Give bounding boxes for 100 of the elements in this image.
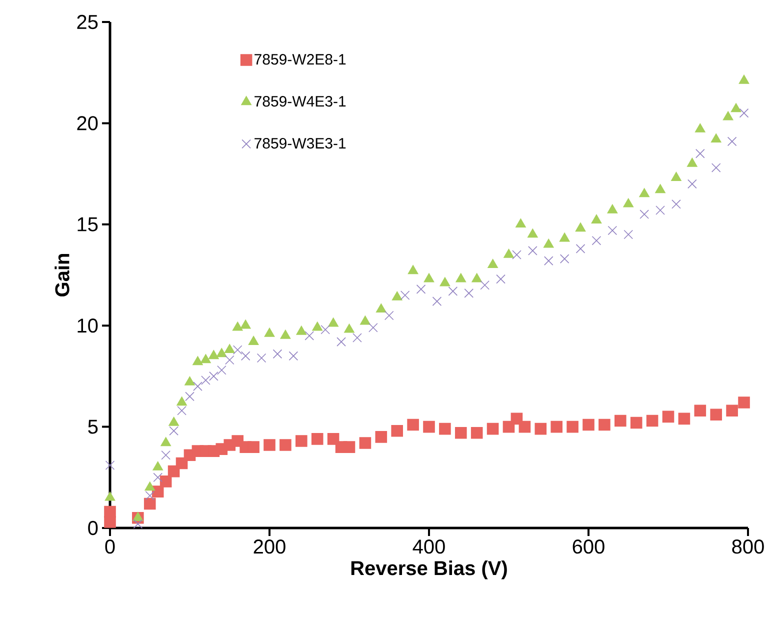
point — [656, 206, 665, 215]
point — [646, 414, 658, 427]
point — [177, 406, 186, 416]
y-tick-label: 10 — [78, 318, 98, 333]
point — [543, 238, 554, 248]
point — [550, 420, 562, 433]
point — [392, 291, 402, 300]
point — [217, 365, 226, 375]
point — [560, 254, 570, 264]
point — [200, 354, 211, 364]
point — [488, 258, 498, 268]
point — [384, 310, 394, 320]
point — [624, 230, 634, 240]
point — [582, 418, 594, 431]
x-axis-title: Reverse Bias (V) — [351, 560, 507, 580]
point — [696, 148, 705, 158]
point — [184, 376, 195, 386]
point — [591, 214, 602, 224]
y-tick-label: 25 — [77, 14, 98, 30]
point — [738, 396, 750, 408]
point — [160, 437, 171, 446]
point — [575, 222, 586, 232]
point — [423, 420, 435, 433]
point — [516, 218, 526, 228]
point — [336, 337, 346, 346]
point — [671, 172, 682, 181]
y-tick-label: 15 — [78, 217, 98, 232]
point — [391, 424, 403, 437]
point — [486, 422, 499, 435]
point — [280, 439, 292, 451]
point — [504, 248, 514, 258]
x-tick-label: 600 — [572, 540, 604, 554]
point — [161, 450, 170, 460]
point — [630, 416, 642, 429]
point — [662, 410, 674, 423]
point — [288, 351, 298, 361]
point — [416, 284, 426, 294]
point — [376, 304, 386, 313]
point — [296, 435, 308, 447]
point — [738, 74, 750, 84]
point — [623, 198, 634, 208]
point — [144, 498, 156, 510]
point — [145, 490, 155, 500]
point — [400, 290, 410, 300]
point — [192, 356, 203, 366]
point — [439, 422, 451, 435]
point — [448, 286, 458, 296]
point — [544, 256, 554, 266]
point — [722, 111, 734, 120]
point — [607, 204, 618, 214]
point — [304, 331, 314, 340]
point — [264, 439, 276, 451]
point — [209, 372, 218, 381]
point — [710, 408, 722, 421]
point — [407, 418, 419, 431]
point — [559, 232, 570, 242]
point — [320, 325, 330, 334]
point — [240, 320, 251, 329]
point — [144, 482, 156, 491]
point — [359, 437, 372, 449]
point — [472, 273, 482, 282]
point — [272, 349, 282, 359]
point — [534, 422, 547, 435]
point — [678, 412, 690, 425]
point — [639, 188, 650, 198]
point — [105, 460, 115, 470]
point — [248, 336, 259, 345]
point — [368, 322, 378, 332]
point — [224, 355, 234, 365]
y-tick-label: 5 — [88, 420, 98, 434]
point — [208, 350, 219, 360]
legend-label: 7859-W2E8-1 — [254, 54, 346, 65]
point — [133, 519, 143, 529]
x-tick-label: 200 — [254, 540, 286, 554]
point — [614, 414, 626, 427]
point — [176, 396, 187, 406]
point — [352, 333, 362, 342]
point — [256, 353, 266, 363]
point — [608, 226, 618, 236]
point — [739, 108, 749, 118]
point — [576, 244, 586, 254]
point — [296, 326, 307, 335]
point — [201, 376, 210, 385]
y-tick-label: 20 — [77, 116, 98, 130]
point — [408, 265, 418, 274]
point — [152, 461, 164, 470]
point — [160, 476, 172, 488]
point — [343, 441, 356, 453]
point — [312, 322, 323, 331]
point — [185, 392, 194, 402]
point — [688, 179, 697, 189]
point — [248, 441, 260, 453]
y-axis-title: Gain — [54, 254, 70, 296]
point — [496, 274, 506, 284]
point — [456, 273, 466, 282]
point — [566, 420, 578, 433]
point — [592, 236, 602, 246]
point — [694, 404, 706, 417]
point — [711, 163, 721, 172]
point — [518, 420, 531, 433]
